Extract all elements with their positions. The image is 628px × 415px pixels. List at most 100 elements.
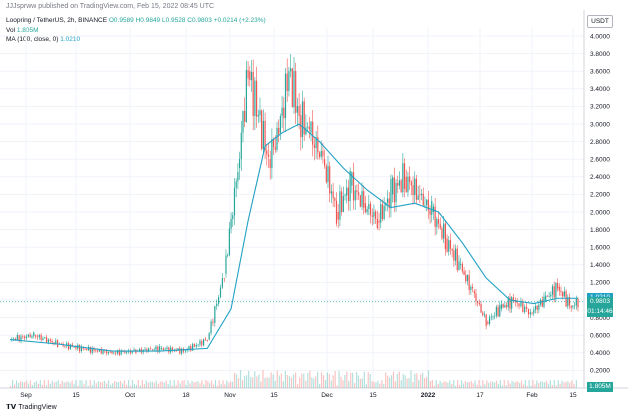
volume-bar bbox=[143, 384, 145, 388]
volume-bar bbox=[394, 381, 397, 388]
candle-body bbox=[197, 344, 199, 346]
volume-bar bbox=[422, 372, 424, 388]
candle-body bbox=[291, 68, 293, 108]
volume-bar bbox=[187, 380, 189, 388]
candle-body bbox=[324, 159, 326, 166]
volume-bar bbox=[307, 372, 309, 388]
volume-bar bbox=[31, 385, 34, 388]
candle-body bbox=[190, 346, 192, 351]
candle-body bbox=[55, 340, 57, 344]
volume-bar bbox=[129, 385, 132, 388]
legend-symbol[interactable]: Loopring / TetherUS, 2h, BINANCE bbox=[6, 17, 108, 24]
candle-body bbox=[131, 351, 133, 353]
candle-body bbox=[341, 191, 343, 212]
candle-body bbox=[104, 350, 106, 352]
legend-symbol-row: Loopring / TetherUS, 2h, BINANCE O0.9589… bbox=[6, 16, 266, 26]
candle-body bbox=[242, 110, 244, 133]
volume-bar bbox=[334, 371, 336, 388]
volume-bar bbox=[252, 377, 254, 388]
legend-ma-label[interactable]: MA (100, close, 0) bbox=[6, 36, 59, 43]
volume-bar bbox=[517, 381, 519, 388]
volume-bar bbox=[322, 375, 325, 388]
volume-bar bbox=[99, 381, 101, 388]
volume-bar bbox=[451, 384, 453, 388]
volume-bar bbox=[127, 380, 130, 388]
tradingview-logo[interactable]: 𝗧𝗩 TradingView bbox=[6, 403, 57, 411]
volume-bar bbox=[357, 375, 360, 388]
candle-body bbox=[553, 286, 555, 298]
candle-body bbox=[420, 193, 423, 196]
legend-volume-label[interactable]: Vol bbox=[6, 26, 16, 34]
candle-body bbox=[281, 107, 283, 117]
candle-body bbox=[230, 219, 232, 229]
candle-body bbox=[388, 198, 390, 209]
candle-body bbox=[329, 166, 331, 194]
candle-body bbox=[25, 336, 28, 339]
candle-body bbox=[534, 305, 537, 310]
candle-body bbox=[541, 299, 543, 307]
candle-body bbox=[278, 127, 280, 135]
volume-bar bbox=[493, 382, 496, 388]
candle-body bbox=[259, 110, 261, 116]
candle-body bbox=[284, 73, 287, 119]
volume-bar bbox=[524, 380, 526, 388]
candle-body bbox=[409, 176, 411, 182]
candle-body bbox=[186, 349, 188, 351]
volume-bar bbox=[369, 373, 371, 388]
candle-body bbox=[82, 348, 84, 349]
volume-bar bbox=[47, 380, 49, 388]
volume-bar bbox=[83, 384, 85, 388]
chart-legend: Loopring / TetherUS, 2h, BINANCE O0.9589… bbox=[6, 16, 266, 45]
candle-body bbox=[133, 349, 135, 352]
volume-bar bbox=[377, 380, 379, 388]
tradingview-logo-text: TradingView bbox=[18, 404, 57, 411]
candle-body bbox=[303, 101, 305, 135]
candle-body bbox=[536, 305, 538, 310]
candle-body bbox=[325, 165, 327, 183]
volume-bar bbox=[503, 380, 505, 388]
volume-bar bbox=[402, 373, 404, 388]
candle-body bbox=[118, 350, 120, 355]
volume-bar bbox=[193, 382, 195, 388]
candle-body bbox=[317, 137, 319, 153]
volume-bar bbox=[355, 371, 358, 388]
candle-body bbox=[545, 295, 547, 300]
legend-volume-value: 1.805M bbox=[16, 26, 39, 34]
volume-bar bbox=[167, 384, 169, 388]
candle-body bbox=[212, 321, 214, 323]
volume-bar bbox=[400, 380, 402, 388]
candle-body bbox=[555, 282, 557, 298]
x-tick-label: 15 bbox=[369, 392, 377, 399]
volume-bar bbox=[75, 380, 77, 388]
volume-bar bbox=[511, 380, 513, 388]
candle-body bbox=[159, 346, 161, 352]
volume-bar bbox=[205, 380, 207, 388]
candle-body bbox=[568, 297, 571, 306]
candle-body bbox=[412, 185, 414, 195]
currency-button[interactable]: USDT bbox=[587, 15, 613, 28]
candle-body bbox=[368, 203, 370, 210]
candle-body bbox=[351, 172, 353, 186]
candle-body bbox=[49, 339, 51, 341]
candle-body bbox=[153, 349, 155, 351]
candle-body bbox=[431, 201, 433, 215]
volume-bar bbox=[551, 385, 553, 388]
candle-body bbox=[250, 71, 253, 81]
candle-body bbox=[460, 263, 462, 265]
volume-bar bbox=[528, 380, 530, 388]
volume-bar bbox=[157, 384, 159, 388]
candle-body bbox=[97, 350, 99, 352]
candle-body bbox=[424, 204, 426, 206]
candle-body bbox=[244, 110, 246, 122]
candle-body bbox=[168, 347, 170, 353]
volume-bar bbox=[272, 374, 274, 388]
volume-bar bbox=[151, 381, 153, 388]
candle-body bbox=[415, 178, 418, 200]
volume-bar bbox=[248, 370, 250, 388]
candle-body bbox=[146, 349, 148, 352]
candle-body bbox=[434, 206, 436, 227]
volume-bar bbox=[147, 382, 149, 388]
candle-body bbox=[468, 275, 470, 290]
x-tick-label: 15 bbox=[270, 392, 278, 399]
